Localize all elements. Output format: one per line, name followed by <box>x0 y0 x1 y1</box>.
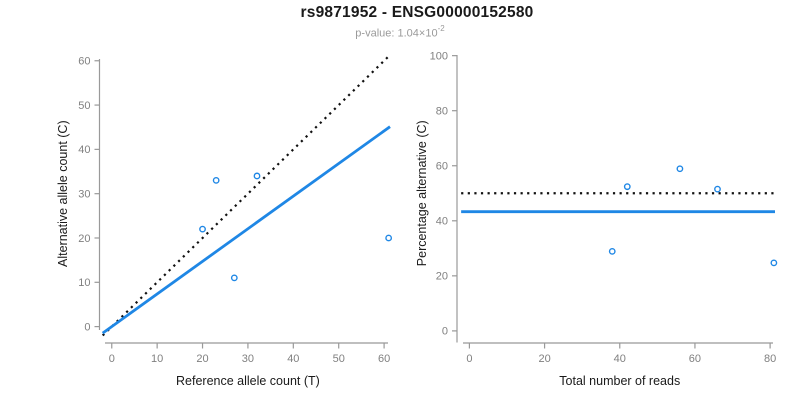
data-point <box>623 183 631 191</box>
data-point <box>253 172 261 180</box>
p-value-base: ×10 <box>418 27 438 40</box>
y-tick-label: 40 <box>78 144 90 156</box>
p-value-exponent: -2 <box>437 24 445 33</box>
x-tick-label: 40 <box>614 353 626 365</box>
x-tick-label: 0 <box>109 353 115 365</box>
x-tick-label: 20 <box>196 353 208 365</box>
y-tick-label: 30 <box>78 189 90 201</box>
x-tick-label: 60 <box>378 353 390 365</box>
data-point <box>770 259 778 267</box>
x-axis-title: Reference allele count (T) <box>176 374 320 388</box>
x-tick-label: 10 <box>151 353 163 365</box>
identity-line <box>101 54 391 337</box>
x-axis-title: Total number of reads <box>559 374 680 388</box>
y-tick-label: 60 <box>436 161 448 173</box>
x-tick-label: 40 <box>287 353 299 365</box>
x-tick-label: 60 <box>689 353 701 365</box>
y-tick-label: 80 <box>436 106 448 118</box>
plot-subtitle: p-value: 1.04×10-2 <box>355 24 445 40</box>
y-axis-title: Percentage alternative (C) <box>415 120 429 266</box>
y-tick-label: 50 <box>78 100 90 112</box>
percentage-panel: 0 20 40 60 80 100 0 20 40 60 80 Total number of rea… <box>415 51 778 388</box>
y-tick-label: 0 <box>84 321 90 333</box>
data-point <box>199 225 206 233</box>
data-point <box>230 274 238 282</box>
x-tick-label: 20 <box>538 353 550 365</box>
x-tick-label: 0 <box>466 353 472 365</box>
y-tick-label: 0 <box>442 326 448 338</box>
x-tick-label: 30 <box>242 353 254 365</box>
y-axis-title: Alternative allele count (C) <box>56 120 70 267</box>
y-tick-label: 100 <box>430 51 448 63</box>
y-tick-label: 20 <box>436 271 448 283</box>
data-point <box>676 165 684 173</box>
x-tick-label: 80 <box>764 353 776 365</box>
p-value-mantissa: 1.04 <box>397 27 419 40</box>
y-tick-label: 10 <box>78 277 90 289</box>
y-tick-label: 40 <box>436 216 448 228</box>
y-tick-label: 20 <box>78 233 90 245</box>
x-tick-label: 50 <box>333 353 345 365</box>
plot-title: rs9871952 - ENSG00000152580 <box>300 4 534 21</box>
allele-count-panel: 0 10 20 30 40 50 60 0 10 20 30 40 50 60 Reference alle… <box>56 54 393 388</box>
data-point <box>385 234 393 242</box>
p-value-label: p-value: <box>355 27 398 40</box>
data-point <box>608 247 616 255</box>
fit-line <box>101 125 391 335</box>
data-point <box>714 185 721 193</box>
data-point <box>212 176 220 184</box>
y-tick-label: 60 <box>78 56 90 68</box>
